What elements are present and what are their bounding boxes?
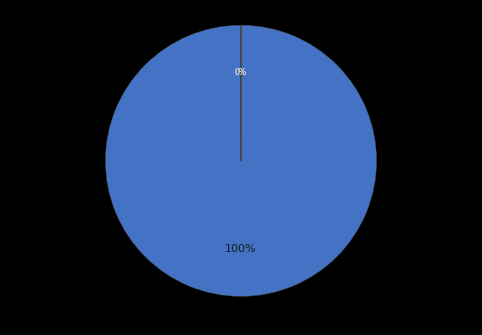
Text: 100%: 100% (225, 244, 257, 254)
Wedge shape (106, 25, 376, 296)
Text: 0%: 0% (235, 68, 247, 77)
Text: 0%: 0% (235, 68, 247, 77)
Text: 0%: 0% (235, 68, 247, 77)
